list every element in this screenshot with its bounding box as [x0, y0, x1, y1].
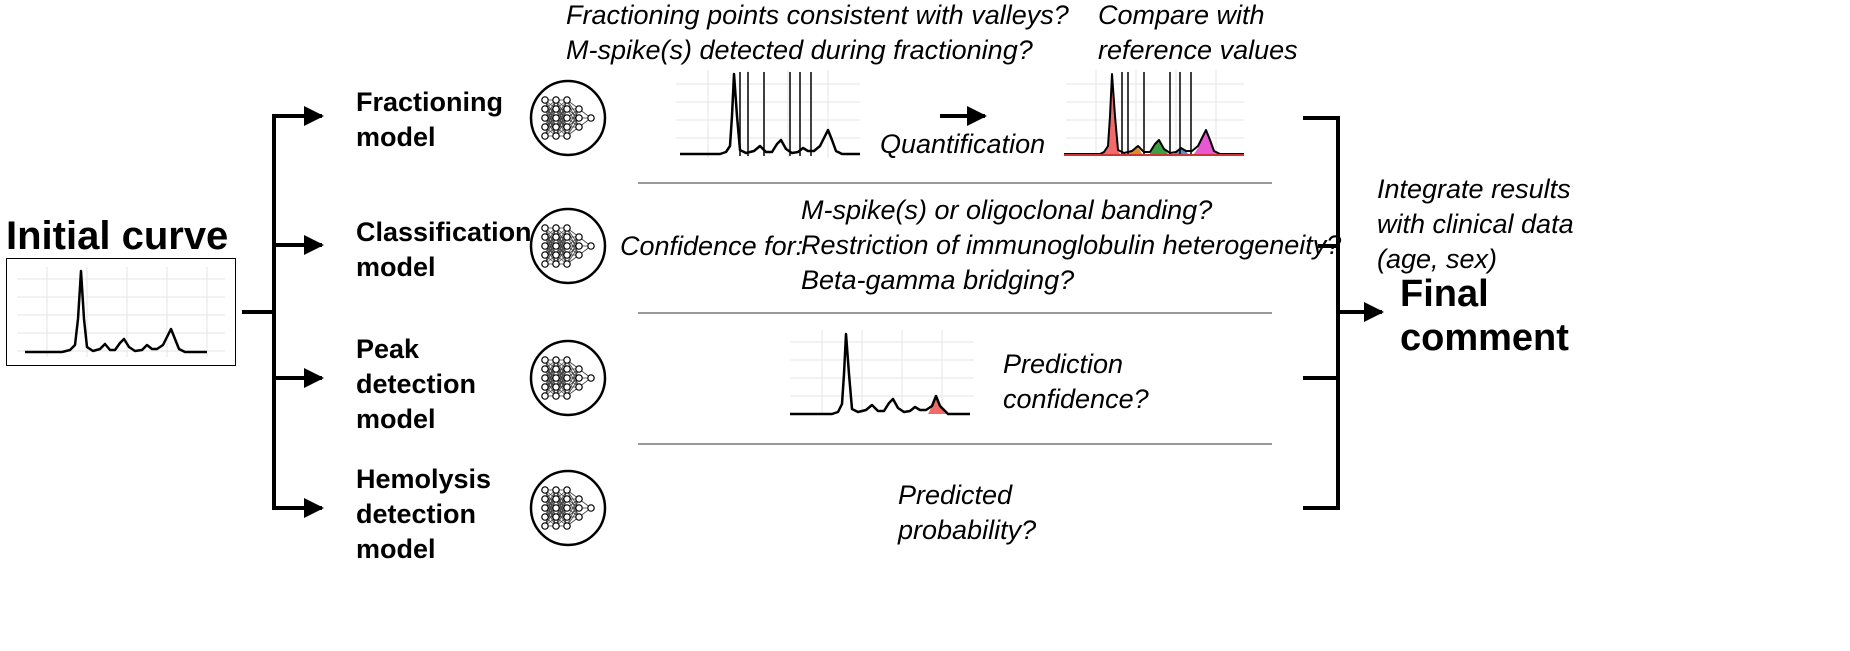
peak-curve-plot [790, 330, 974, 416]
initial-curve-trace [25, 269, 207, 354]
classification-items: M-spike(s) or oligoclonal banding? Restr… [801, 193, 1341, 298]
detected-peak-fill [928, 396, 946, 414]
classification-item: Beta-gamma bridging? [801, 265, 1075, 295]
neural-network-icon-hemolysis [529, 469, 607, 547]
fractioning-points [739, 72, 812, 156]
fractioning-curve-plot [676, 70, 860, 158]
hemolysis-detection-model-label: Hemolysis detection model [356, 464, 492, 564]
confidence-for-label: Confidence for: [620, 231, 804, 261]
fraction-fill-albumin [1100, 74, 1120, 154]
fractioning-questions: Fractioning points consistent with valle… [566, 0, 1069, 65]
fraction-fill-beta2 [1174, 148, 1188, 154]
prediction-confidence-text: Prediction confidence? [1003, 349, 1149, 414]
peak-detection-model-label: Peak detection model [356, 334, 477, 434]
neural-network-icon-classification [529, 207, 607, 285]
peak-curve-trace [790, 332, 970, 416]
classification-item: M-spike(s) or oligoclonal banding? [801, 195, 1213, 225]
predicted-probability-text: Predicted probability? [898, 480, 1037, 545]
compare-reference-text: Compare with reference values [1098, 0, 1298, 65]
quantified-curve-plot [1064, 70, 1244, 158]
quantification-label: Quantification [880, 129, 1046, 159]
final-comment-label: Final comment [1400, 273, 1569, 359]
neural-network-icon-peak [529, 339, 607, 417]
neural-network-icons [529, 79, 607, 547]
classification-model-label: Classification model [356, 217, 532, 282]
classification-item: Restriction of immunoglobulin heterogene… [801, 230, 1342, 260]
fractioning-model-label: Fractioning model [356, 87, 503, 152]
initial-curve-plot [17, 267, 225, 357]
quantified-curve-trace [1064, 73, 1244, 155]
fraction-fill-beta [1150, 140, 1168, 154]
initial-curve-title: Initial curve [6, 214, 229, 258]
integration-bracket [1303, 116, 1340, 510]
integrate-results-text: Integrate results with clinical data (age,… [1377, 174, 1574, 274]
fractioning-curve-trace [680, 72, 860, 156]
initial-curve-box [6, 258, 236, 366]
neural-network-icon-fractioning [529, 79, 607, 157]
